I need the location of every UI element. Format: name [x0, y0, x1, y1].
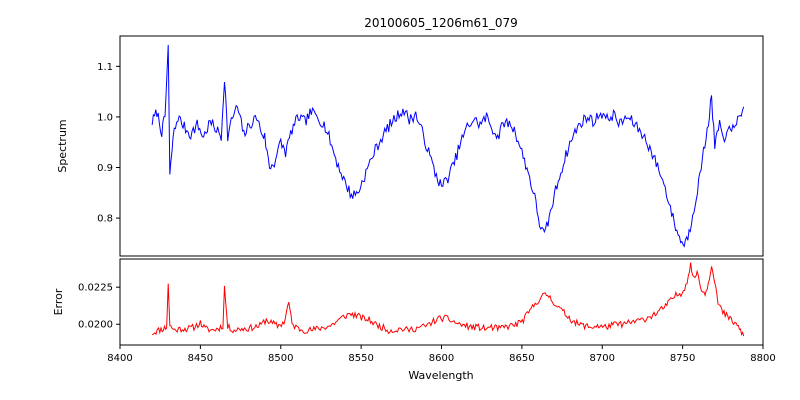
chart-title: 20100605_1206m61_079 — [364, 16, 517, 30]
error-line — [151, 262, 745, 337]
x-tick-label: 8650 — [509, 353, 534, 364]
x-tick-label: 8600 — [429, 353, 454, 364]
y-axis-label-spectrum: Spectrum — [56, 119, 69, 172]
y-tick-label: 0.8 — [97, 214, 113, 225]
spectrum-line — [151, 44, 745, 248]
x-tick-label: 8750 — [670, 353, 695, 364]
error-panel-spines — [119, 258, 764, 346]
x-tick-label: 8450 — [188, 353, 213, 364]
x-axis-label: Wavelength — [408, 369, 473, 382]
x-tick-label: 8550 — [348, 353, 373, 364]
plot-area: 0.8 0.9 1.0 1.1 0.0200 0.0225 8400 8450 8500 8550… — [78, 35, 776, 364]
y-tick-label: 1.1 — [97, 62, 113, 73]
spectrum-panel-spines — [119, 35, 764, 257]
x-tick-label: 8500 — [268, 353, 293, 364]
x-tick-label: 8700 — [590, 353, 615, 364]
y-tick-label: 0.0200 — [78, 320, 113, 331]
y-axis-label-error: Error — [52, 288, 65, 315]
x-tick-label: 8400 — [107, 353, 132, 364]
y-tick-label: 0.9 — [97, 163, 113, 174]
y-tick-label: 0.0225 — [78, 283, 113, 294]
x-tick-label: 8800 — [750, 353, 775, 364]
y-tick-label: 1.0 — [97, 112, 113, 123]
